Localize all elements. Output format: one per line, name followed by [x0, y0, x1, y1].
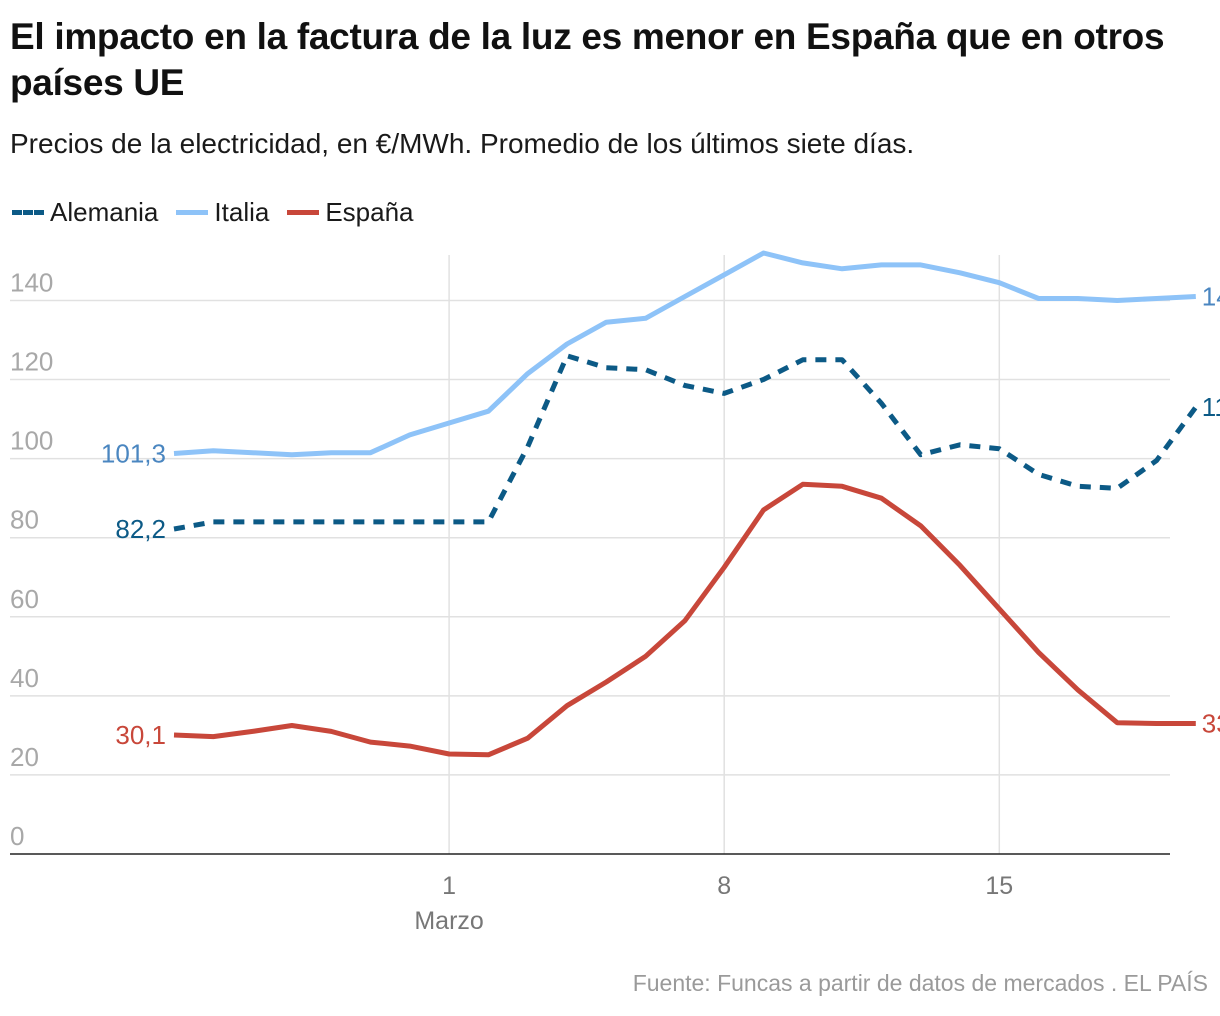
- series-line-italia: [173, 250, 1196, 458]
- series-line-alemania: [173, 353, 1198, 532]
- legend-label-alemania: Alemania: [50, 196, 159, 227]
- y-tick-label-20: 20: [10, 742, 39, 772]
- series-end-labels: 101,3 141 82,2 113 30,1 33: [101, 282, 1220, 750]
- legend-item-italia: Italia: [176, 197, 269, 228]
- chart-subtitle: Precios de la electricidad, en €/MWh. Pr…: [10, 128, 915, 159]
- x-tick-sublabel-0: Marzo: [414, 907, 483, 935]
- x-tick-label-1: 8: [717, 872, 731, 900]
- line-chart: 0 20 40 60 80 100 120 140 1 Marzo 8 15 101,3 141 82,…: [10, 250, 1220, 935]
- y-tick-label-120: 120: [10, 347, 53, 377]
- y-tick-label-0: 0: [10, 821, 24, 851]
- y-tick-label-100: 100: [10, 426, 53, 456]
- start-label-espana: 30,1: [115, 720, 166, 750]
- x-tick-labels: 1 Marzo 8 15: [414, 872, 1013, 935]
- legend-item-espana: España: [287, 196, 414, 228]
- chart-title: El impacto en la factura de la luz es me…: [10, 16, 1165, 103]
- end-label-italia: 141: [1202, 282, 1220, 312]
- source-note: Fuente: Funcas a partir de datos de merc…: [632, 970, 1208, 996]
- y-tick-labels: 0 20 40 60 80 100 120 140: [10, 267, 53, 851]
- legend-item-alemania: Alemania: [12, 197, 158, 228]
- legend-swatch-italia: [176, 209, 209, 215]
- legend: Alemania Italia España: [12, 196, 432, 228]
- vertical-gridlines: [448, 255, 1001, 854]
- series-lines: [173, 250, 1198, 758]
- legend-swatch-espana: [287, 209, 320, 215]
- horizontal-gridlines: [10, 299, 1170, 776]
- y-tick-label-60: 60: [10, 584, 39, 614]
- x-tick-label-0: 1: [442, 872, 456, 900]
- legend-label-italia: Italia: [214, 196, 270, 227]
- end-label-espana: 33: [1202, 709, 1220, 739]
- y-tick-label-80: 80: [10, 505, 39, 535]
- x-tick-label-2: 15: [985, 872, 1013, 900]
- y-tick-label-140: 140: [10, 267, 53, 297]
- start-label-alemania: 82,2: [115, 514, 166, 544]
- y-tick-label-40: 40: [10, 663, 39, 693]
- series-line-españa: [173, 481, 1196, 758]
- start-label-italia: 101,3: [101, 438, 166, 468]
- end-label-alemania: 113: [1202, 392, 1220, 422]
- legend-label-espana: España: [325, 196, 414, 227]
- legend-swatch-alemania: [12, 209, 44, 215]
